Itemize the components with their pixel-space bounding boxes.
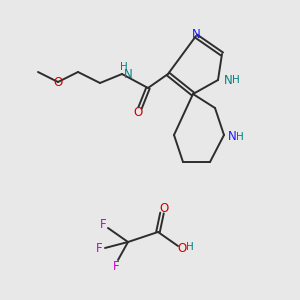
Text: H: H bbox=[186, 242, 194, 252]
Text: O: O bbox=[159, 202, 169, 214]
Text: O: O bbox=[53, 76, 63, 88]
Text: H: H bbox=[236, 132, 244, 142]
Text: O: O bbox=[134, 106, 142, 118]
Text: N: N bbox=[192, 28, 200, 41]
Text: F: F bbox=[100, 218, 106, 232]
Text: N: N bbox=[224, 74, 232, 86]
Text: N: N bbox=[124, 68, 132, 82]
Text: O: O bbox=[177, 242, 187, 256]
Text: H: H bbox=[120, 62, 128, 72]
Text: H: H bbox=[232, 75, 240, 85]
Text: N: N bbox=[228, 130, 236, 143]
Text: F: F bbox=[113, 260, 119, 272]
Text: F: F bbox=[96, 242, 102, 254]
